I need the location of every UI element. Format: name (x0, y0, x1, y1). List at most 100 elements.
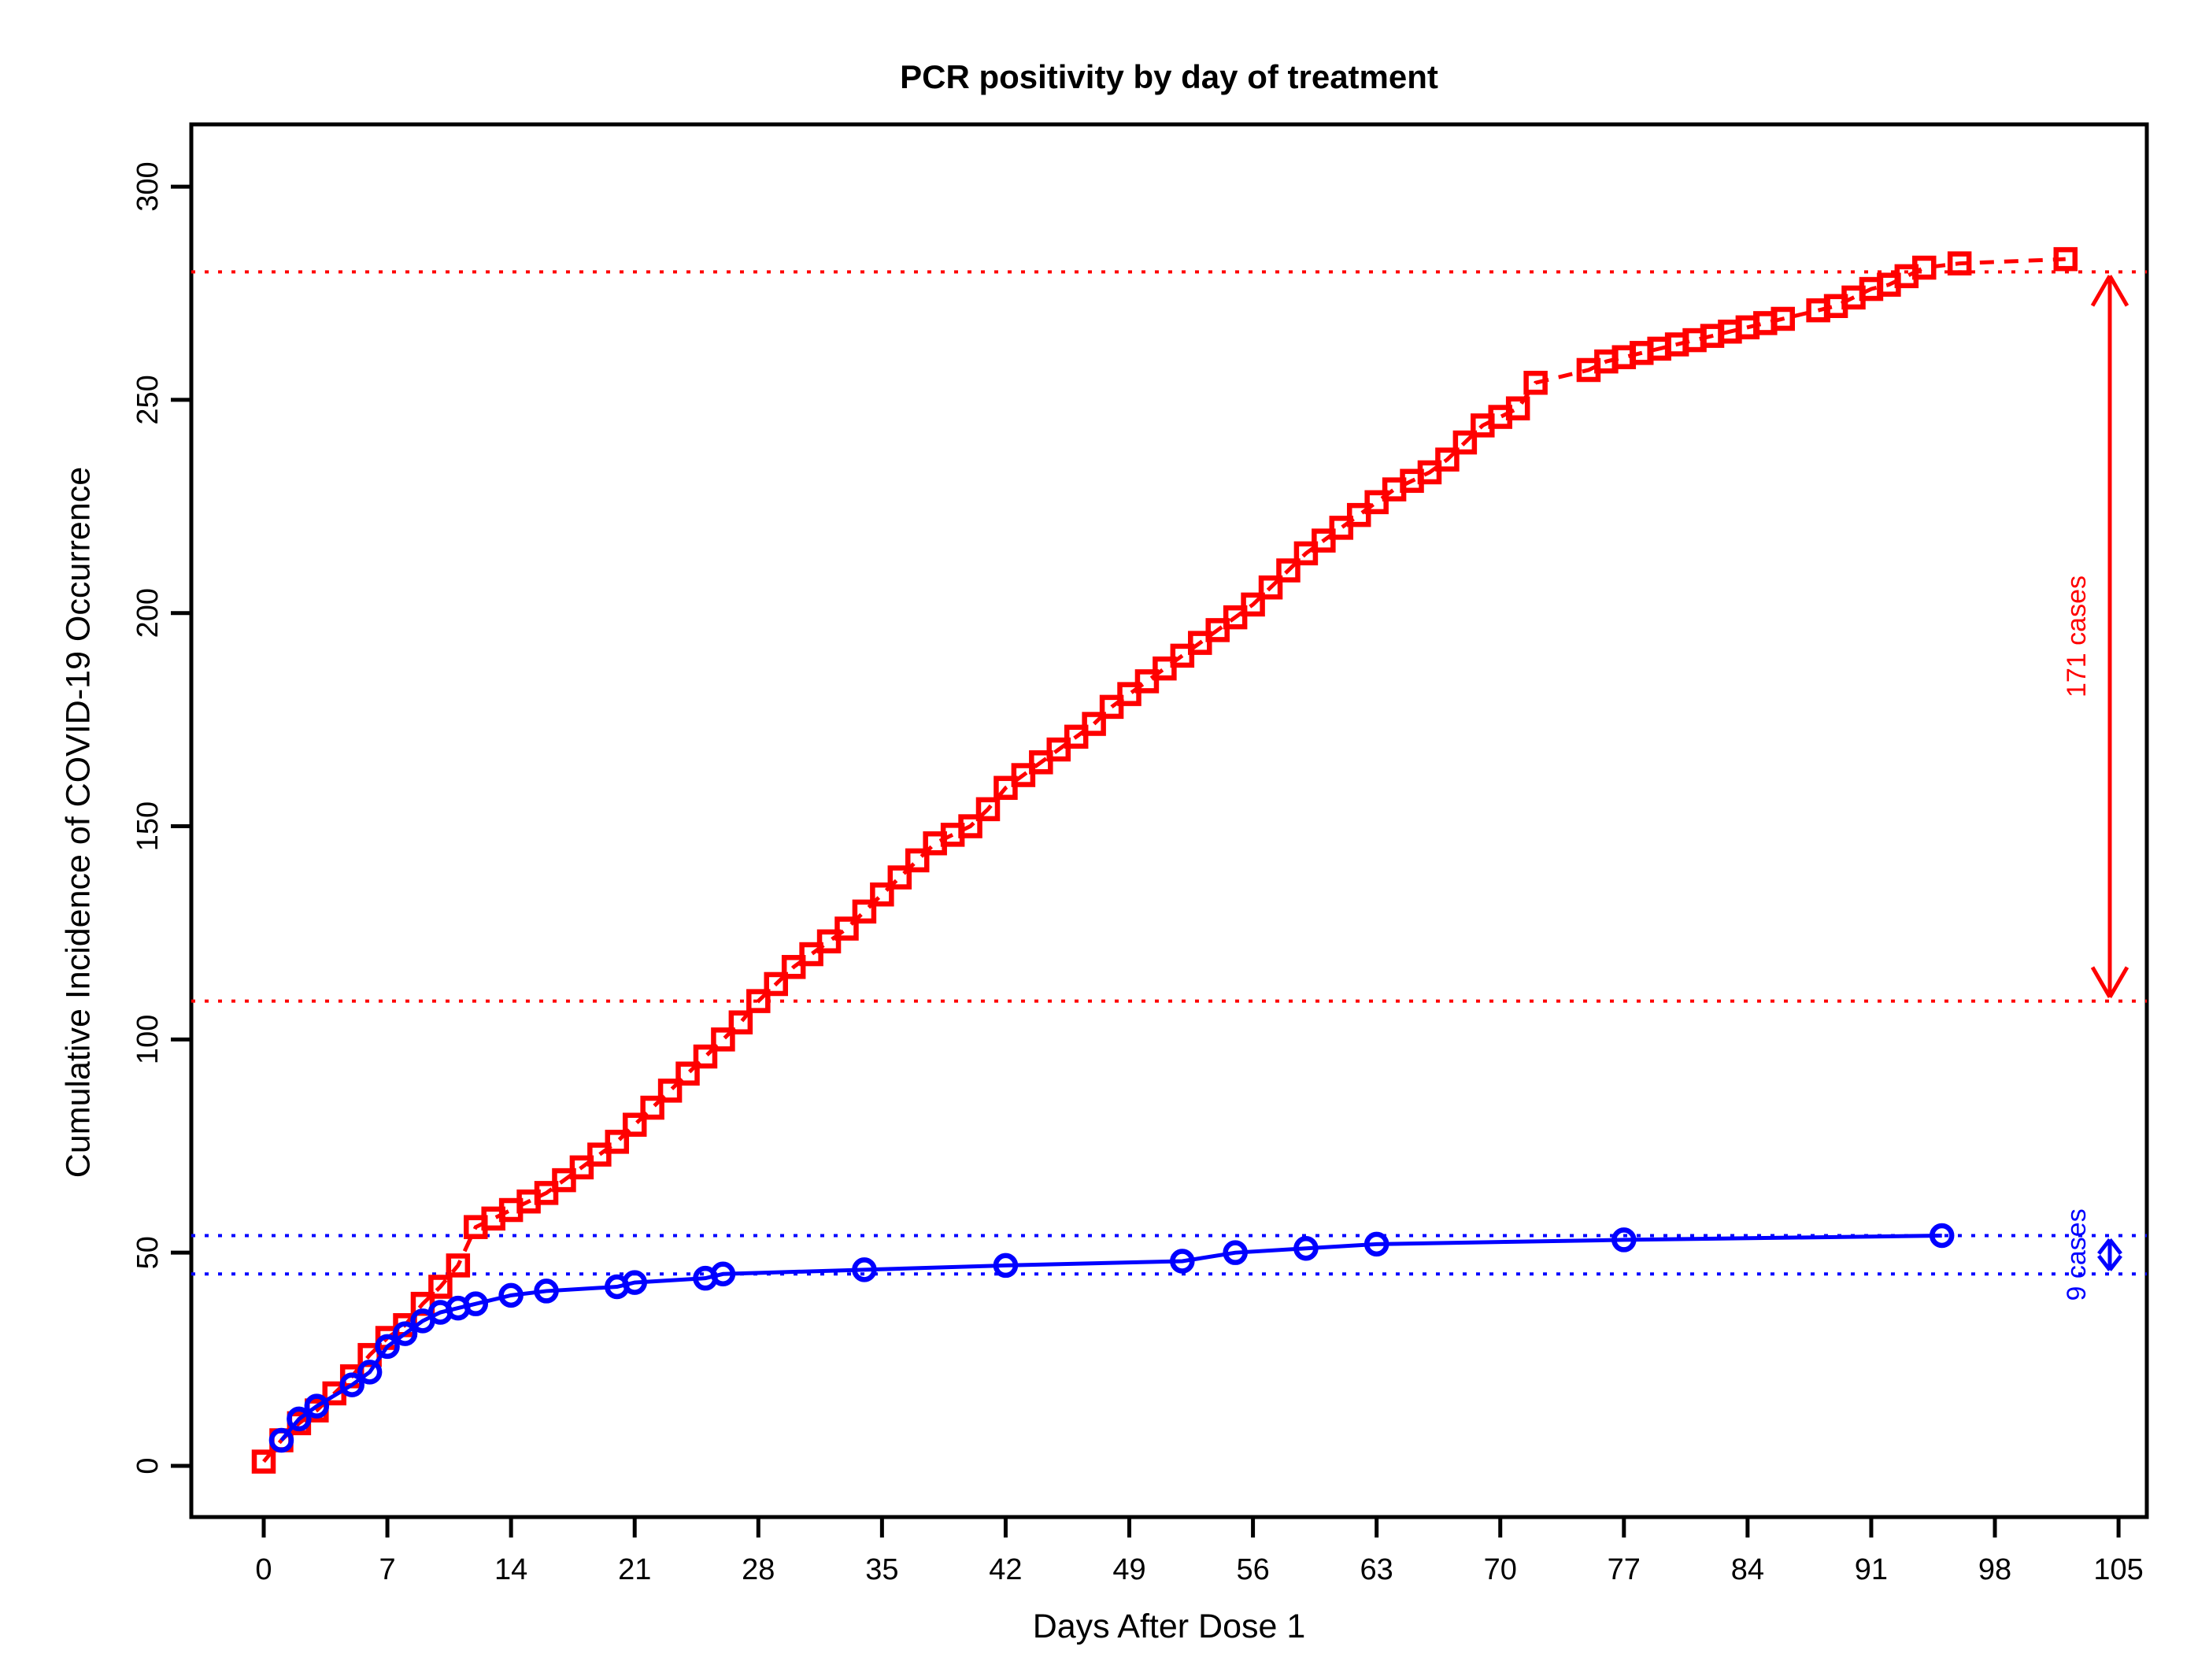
marker-square-pcr-positive-red (1312, 528, 1336, 553)
marker-circle-pcr-positive-blue (463, 1291, 489, 1316)
marker-circle-pcr-positive-blue (304, 1393, 330, 1419)
marker-circle-pcr-positive-blue (1929, 1223, 1955, 1249)
y-tick-label: 100 (131, 1015, 165, 1064)
marker-circle-pcr-positive-blue (1611, 1227, 1637, 1253)
marker-square-pcr-positive-red (993, 775, 1018, 801)
marker-circle-pcr-positive-blue (1223, 1240, 1248, 1265)
marker-square-pcr-positive-red (728, 1010, 753, 1034)
plot-box (189, 122, 2149, 1519)
x-tick-label: 105 (2093, 1553, 2143, 1586)
marker-square-pcr-positive-red (693, 1044, 718, 1069)
x-tick-label: 14 (494, 1553, 527, 1586)
marker-square-pcr-positive-red (1417, 460, 1442, 485)
marker-circle-pcr-positive-blue (852, 1257, 877, 1282)
marker-circle-pcr-positive-blue (1293, 1236, 1319, 1261)
marker-square-pcr-positive-red (975, 797, 1001, 822)
marker-square-pcr-positive-red (1276, 558, 1301, 583)
marker-square-pcr-positive-red (834, 916, 859, 941)
marker-square-pcr-positive-red (1364, 490, 1389, 515)
span-arrow-blue (2097, 1238, 2122, 1271)
marker-square-pcr-positive-red (1241, 592, 1265, 617)
marker-square-pcr-positive-red (905, 848, 930, 873)
series-line-pcr-positive-blue (279, 1234, 1942, 1442)
marker-square-pcr-positive-red (1011, 763, 1036, 787)
marker-square-pcr-positive-red (552, 1167, 576, 1193)
y-tick-label: 150 (131, 801, 165, 851)
marker-circle-pcr-positive-blue (1364, 1231, 1389, 1257)
marker-square-pcr-positive-red (887, 865, 912, 890)
x-tick-label: 7 (379, 1553, 396, 1586)
span-label-blue: 9 cases (2062, 1208, 2092, 1301)
marker-square-pcr-positive-red (781, 955, 806, 979)
marker-circle-pcr-positive-blue (710, 1261, 736, 1287)
marker-square-pcr-positive-red (1771, 306, 1796, 331)
marker-square-pcr-positive-red (711, 1027, 735, 1052)
x-tick-label: 56 (1236, 1553, 1269, 1586)
x-tick-label: 98 (1978, 1553, 2011, 1586)
x-tick-label: 21 (618, 1553, 651, 1586)
marker-circle-pcr-positive-blue (339, 1372, 364, 1397)
marker-circle-pcr-positive-blue (498, 1282, 524, 1308)
marker-square-pcr-positive-red (1329, 516, 1354, 540)
x-tick-label: 84 (1731, 1553, 1764, 1586)
series-line-pcr-positive-red (262, 257, 2066, 1464)
marker-circle-pcr-positive-blue (534, 1279, 559, 1304)
marker-square-pcr-positive-red (251, 1449, 276, 1474)
marker-square-pcr-positive-red (746, 989, 771, 1013)
marker-square-pcr-positive-red (1188, 631, 1212, 655)
marker-circle-pcr-positive-blue (1170, 1249, 1195, 1274)
marker-square-pcr-positive-red (605, 1130, 630, 1154)
marker-square-pcr-positive-red (1046, 737, 1071, 762)
y-tick-label: 50 (131, 1236, 165, 1269)
marker-circle-pcr-positive-blue (375, 1334, 400, 1360)
x-tick-label: 0 (255, 1553, 272, 1586)
marker-circle-pcr-positive-blue (993, 1253, 1019, 1279)
marker-square-pcr-positive-red (1134, 669, 1160, 694)
y-tick-label: 250 (131, 375, 165, 424)
x-tick-label: 28 (742, 1553, 775, 1586)
marker-square-pcr-positive-red (1947, 251, 1972, 276)
marker-square-pcr-positive-red (587, 1142, 612, 1167)
marker-square-pcr-positive-red (1082, 712, 1106, 736)
marker-square-pcr-positive-red (852, 899, 877, 924)
marker-square-pcr-positive-red (1029, 750, 1053, 775)
x-tick-label: 70 (1484, 1553, 1517, 1586)
marker-square-pcr-positive-red (675, 1061, 700, 1086)
marker-circle-pcr-positive-blue (287, 1406, 312, 1432)
marker-circle-pcr-positive-blue (392, 1321, 418, 1346)
x-tick-label: 91 (1855, 1553, 1888, 1586)
marker-square-pcr-positive-red (1452, 430, 1478, 455)
marker-square-pcr-positive-red (1346, 502, 1371, 527)
span-arrow-red (2090, 275, 2129, 998)
marker-circle-pcr-positive-blue (622, 1270, 647, 1295)
marker-square-pcr-positive-red (1435, 447, 1460, 472)
marker-circle-pcr-positive-blue (357, 1360, 383, 1385)
marker-square-pcr-positive-red (657, 1079, 683, 1103)
marker-square-pcr-positive-red (816, 929, 842, 954)
marker-square-pcr-positive-red (799, 942, 823, 967)
x-tick-label: 42 (989, 1553, 1022, 1586)
y-axis-title: Cumulative Incidence of COVID-19 Occurre… (59, 466, 98, 1179)
marker-square-pcr-positive-red (428, 1275, 453, 1299)
x-tick-label: 35 (865, 1553, 898, 1586)
x-tick-label: 49 (1112, 1553, 1145, 1586)
marker-square-pcr-positive-red (1170, 643, 1195, 668)
marker-square-pcr-positive-red (1258, 575, 1283, 600)
y-tick-label: 300 (131, 161, 165, 211)
marker-square-pcr-positive-red (958, 814, 982, 838)
marker-square-pcr-positive-red (1117, 682, 1142, 706)
y-tick-label: 200 (131, 588, 165, 638)
chart-title: PCR positivity by day of treatment (900, 58, 1438, 95)
marker-square-pcr-positive-red (1223, 605, 1248, 630)
marker-square-pcr-positive-red (2053, 246, 2078, 272)
marker-circle-pcr-positive-blue (268, 1427, 294, 1453)
marker-square-pcr-positive-red (446, 1253, 471, 1278)
marker-square-pcr-positive-red (764, 971, 788, 997)
span-label-red: 171 cases (2062, 575, 2092, 698)
marker-square-pcr-positive-red (1153, 656, 1177, 681)
marker-square-pcr-positive-red (1912, 255, 1937, 280)
marker-square-pcr-positive-red (622, 1112, 647, 1137)
marker-square-pcr-positive-red (1099, 694, 1124, 720)
